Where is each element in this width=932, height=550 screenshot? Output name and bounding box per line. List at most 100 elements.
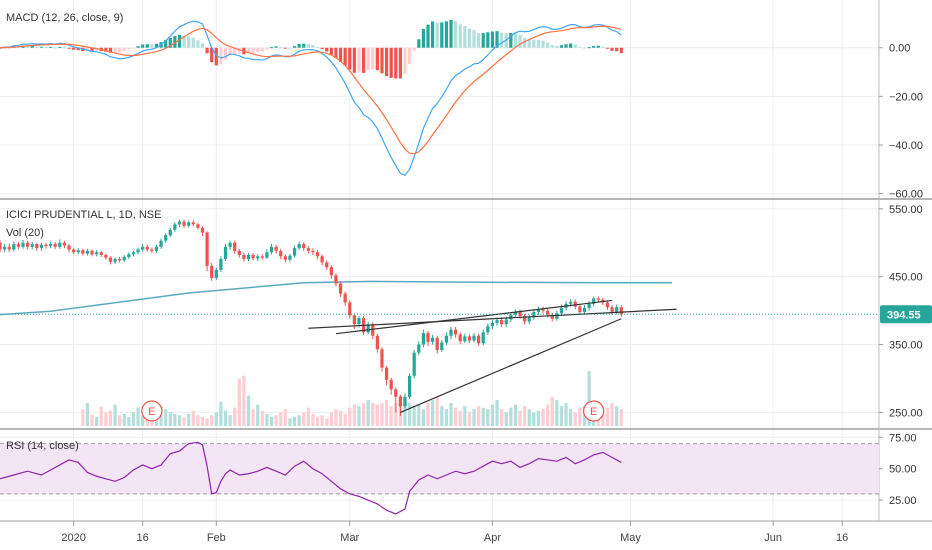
macd-hist-bar: [288, 47, 292, 49]
macd-hist-bar: [398, 47, 402, 79]
candle-body: [348, 302, 352, 316]
macd-hist-bar: [205, 47, 209, 54]
rsi-tick-label: 25.00: [889, 495, 917, 507]
candle-body: [39, 244, 44, 249]
volume-bar: [601, 412, 605, 426]
candle-body: [444, 335, 449, 343]
macd-hist-bar: [366, 47, 370, 70]
candle-body: [559, 307, 564, 314]
macd-hist-bar: [90, 47, 94, 52]
volume-bar: [141, 415, 145, 426]
macd-hist-bar: [113, 47, 117, 53]
x-tick-label: Apr: [484, 532, 501, 544]
candle-body: [99, 252, 103, 255]
candle-body: [2, 246, 7, 250]
macd-hist-bar: [421, 29, 426, 48]
macd-hist-bar: [412, 47, 416, 51]
candle-body: [389, 379, 393, 390]
volume-bar: [394, 403, 398, 426]
earnings-marker-label: E: [148, 406, 155, 418]
volume-bar: [85, 403, 90, 426]
macd-hist-bar: [605, 47, 610, 49]
price-tick-label: 350.00: [889, 340, 923, 352]
price-tick-label: 250.00: [889, 407, 923, 419]
macd-hist-bar: [223, 47, 228, 60]
candlesticks: [0, 219, 623, 416]
candle-body: [302, 244, 306, 249]
candle-body: [177, 221, 182, 225]
candle-body: [113, 259, 117, 262]
volume-bar: [297, 415, 301, 426]
volume-bar: [366, 400, 370, 426]
macd-tick-label: −60.00: [889, 189, 923, 201]
macd-hist-bar: [495, 31, 499, 48]
volume-bar: [187, 413, 191, 426]
volume-bar: [352, 404, 356, 426]
price-title: ICICI PRUDENTIAL L, 1D, NSE: [6, 209, 161, 221]
volume-bar: [246, 395, 251, 426]
macd-hist-bar: [164, 40, 168, 48]
trendline: [335, 299, 613, 335]
volume-bar: [444, 409, 449, 426]
macd-tick-label: −40.00: [889, 140, 923, 152]
rsi-path: [0, 441, 622, 515]
volume-bar: [541, 409, 545, 426]
candle-body: [403, 396, 407, 407]
volume-bar: [154, 416, 159, 426]
candle-body: [182, 221, 186, 226]
candle-body: [16, 244, 21, 247]
macd-hist-bar: [380, 47, 384, 74]
volume-bar: [90, 414, 94, 426]
volume-bar: [605, 407, 610, 426]
macd-hist-bar: [320, 47, 324, 50]
macd-hist-bar: [472, 30, 476, 48]
candle-body: [292, 248, 297, 256]
candle-body: [311, 250, 315, 253]
macd-hist-bar: [384, 47, 389, 77]
macd-hist-bar: [467, 28, 472, 48]
volume-bar: [329, 412, 333, 426]
candle-body: [214, 269, 218, 279]
macd-hist-bar: [108, 47, 113, 53]
candle-body: [343, 293, 347, 303]
candle-body: [274, 246, 278, 251]
candle-body: [518, 311, 522, 317]
volume-bar: [371, 403, 375, 426]
macd-hist-bar: [315, 46, 320, 48]
macd-hist-bar: [150, 44, 154, 48]
macd-hist-bar: [389, 47, 393, 78]
candle-body: [315, 252, 320, 257]
macd-hist-bar: [67, 47, 71, 49]
candle-body: [154, 246, 159, 251]
macd-hist-bar: [200, 43, 205, 48]
macd-hist-bar: [191, 37, 195, 48]
volume-bar: [495, 400, 499, 426]
macd-hist-bar: [449, 20, 453, 48]
rsi-line: [0, 441, 622, 515]
volume-bar: [435, 396, 439, 426]
macd-hist-bar: [371, 47, 375, 70]
macd-hist-bar: [35, 46, 39, 48]
volume-bar: [500, 409, 504, 426]
macd-hist-bar: [260, 47, 264, 52]
price-tick-label: 450.00: [889, 272, 923, 284]
macd-hist-bar: [141, 44, 145, 48]
macd-hist-bar: [348, 47, 352, 70]
candle-body: [573, 301, 577, 307]
volume-bar: [242, 375, 246, 426]
candle-body: [53, 244, 57, 247]
candle-body: [500, 320, 504, 325]
candle-body: [251, 254, 255, 259]
macd-hist-bar: [338, 47, 343, 62]
volume-bar: [104, 412, 108, 426]
macd-hist-bar: [256, 47, 260, 53]
x-tick-label: May: [620, 532, 641, 544]
volume-bar: [223, 410, 228, 426]
volume-bar: [81, 409, 85, 426]
candle-body: [30, 244, 34, 247]
volume-bar: [509, 407, 513, 426]
candle-body: [458, 334, 462, 342]
volume-bar: [384, 400, 389, 426]
candle-body: [260, 256, 264, 258]
